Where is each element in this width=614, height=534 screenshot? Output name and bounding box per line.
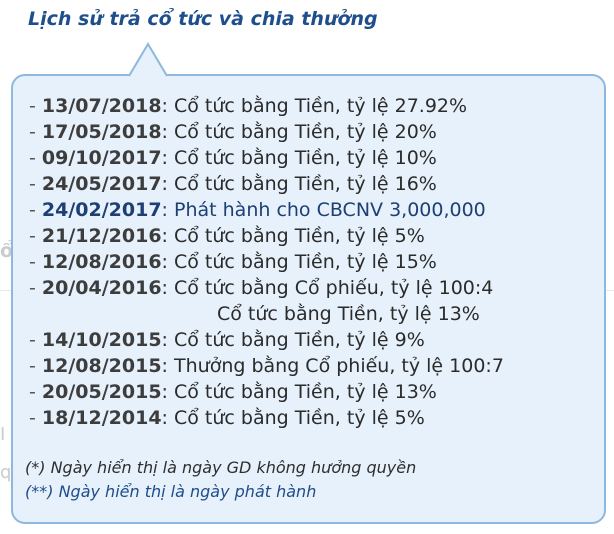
- dividend-row: - 14/10/2015: Cổ tức bằng Tiền, tỷ lệ 9%: [29, 327, 596, 353]
- dividend-description-continued: Cổ tức bằng Tiền, tỷ lệ 13%: [217, 303, 480, 325]
- dividend-row-line: - 12/08/2015: Thưởng bằng Cổ phiếu, tỷ l…: [29, 353, 596, 379]
- dividend-description: Thưởng bằng Cổ phiếu, tỷ lệ 100:7: [174, 355, 504, 377]
- row-separator: :: [161, 277, 174, 299]
- dividend-date: 14/10/2015: [41, 329, 162, 351]
- dividend-history-title: Lịch sử trả cổ tức và chia thưởng: [28, 8, 378, 30]
- dividend-description: Cổ tức bằng Tiền, tỷ lệ 13%: [174, 381, 437, 403]
- row-bullet: -: [29, 407, 42, 429]
- row-separator: :: [161, 95, 174, 117]
- row-separator: :: [161, 355, 174, 377]
- dividend-row-line: - 24/02/2017: Phát hành cho CBCNV 3,000,…: [29, 197, 596, 223]
- row-bullet: -: [29, 381, 42, 403]
- dividend-row: - 12/08/2015: Thưởng bằng Cổ phiếu, tỷ l…: [29, 353, 596, 379]
- row-separator: :: [161, 251, 174, 273]
- notes: (*) Ngày hiển thị là ngày GD không hưởng…: [25, 456, 416, 504]
- row-separator: :: [161, 199, 174, 221]
- row-separator: :: [161, 407, 174, 429]
- row-bullet: -: [29, 251, 42, 273]
- row-separator: :: [161, 225, 174, 247]
- dividend-row-line: - 17/05/2018: Cổ tức bằng Tiền, tỷ lệ 20…: [29, 119, 596, 145]
- row-bullet: -: [29, 121, 42, 143]
- dividend-row-line: - 21/12/2016: Cổ tức bằng Tiền, tỷ lệ 5%: [29, 223, 596, 249]
- dividend-date: 17/05/2018: [41, 121, 162, 143]
- dividend-row: - 20/04/2016: Cổ tức bằng Cổ phiếu, tỷ l…: [29, 275, 596, 327]
- row-separator: :: [161, 121, 174, 143]
- dividend-description: Cổ tức bằng Tiền, tỷ lệ 15%: [174, 251, 437, 273]
- dividend-row: - 13/07/2018: Cổ tức bằng Tiền, tỷ lệ 27…: [29, 93, 596, 119]
- dividend-row: - 09/10/2017: Cổ tức bằng Tiền, tỷ lệ 10…: [29, 145, 596, 171]
- dividend-description: Cổ tức bằng Tiền, tỷ lệ 9%: [174, 329, 425, 351]
- dividend-date: 20/05/2015: [41, 381, 162, 403]
- dividend-row-line: - 14/10/2015: Cổ tức bằng Tiền, tỷ lệ 9%: [29, 327, 596, 353]
- dividend-description: Cổ tức bằng Cổ phiếu, tỷ lệ 100:4: [174, 277, 494, 299]
- dividend-description: Cổ tức bằng Tiền, tỷ lệ 5%: [174, 225, 425, 247]
- note-issue-date: (**) Ngày hiển thị là ngày phát hành: [25, 482, 317, 501]
- dividend-date: 13/07/2018: [41, 95, 162, 117]
- dividend-row: - 21/12/2016: Cổ tức bằng Tiền, tỷ lệ 5%: [29, 223, 596, 249]
- dividend-description: Cổ tức bằng Tiền, tỷ lệ 16%: [174, 173, 437, 195]
- dividend-row-line: - 13/07/2018: Cổ tức bằng Tiền, tỷ lệ 27…: [29, 93, 596, 119]
- dividend-row-line: - 09/10/2017: Cổ tức bằng Tiền, tỷ lệ 10…: [29, 145, 596, 171]
- dividend-date: 24/02/2017: [41, 199, 162, 221]
- row-bullet: -: [29, 355, 42, 377]
- dividend-row: - 24/02/2017: Phát hành cho CBCNV 3,000,…: [29, 197, 596, 223]
- dividend-date: 20/04/2016: [41, 277, 162, 299]
- row-bullet: -: [29, 95, 42, 117]
- row-bullet: -: [29, 199, 42, 221]
- row-bullet: -: [29, 225, 42, 247]
- dividend-description: Cổ tức bằng Tiền, tỷ lệ 27.92%: [174, 95, 468, 117]
- dividend-date: 18/12/2014: [41, 407, 162, 429]
- dividend-description: Cổ tức bằng Tiền, tỷ lệ 5%: [174, 407, 425, 429]
- note-ex-rights-date: (*) Ngày hiển thị là ngày GD không hưởng…: [25, 458, 417, 477]
- dividend-history-popup: - 13/07/2018: Cổ tức bằng Tiền, tỷ lệ 27…: [11, 74, 606, 524]
- dividend-date: 12/08/2015: [41, 355, 162, 377]
- dividend-date: 21/12/2016: [41, 225, 162, 247]
- dividend-row: - 18/12/2014: Cổ tức bằng Tiền, tỷ lệ 5%: [29, 405, 596, 431]
- row-bullet: -: [29, 173, 42, 195]
- dividend-date: 09/10/2017: [41, 147, 162, 169]
- dividend-row: - 24/05/2017: Cổ tức bằng Tiền, tỷ lệ 16…: [29, 171, 596, 197]
- dividend-description: Cổ tức bằng Tiền, tỷ lệ 20%: [174, 121, 437, 143]
- dividend-date: 24/05/2017: [41, 173, 162, 195]
- dividend-row: - 17/05/2018: Cổ tức bằng Tiền, tỷ lệ 20…: [29, 119, 596, 145]
- dividend-row-line: - 18/12/2014: Cổ tức bằng Tiền, tỷ lệ 5%: [29, 405, 596, 431]
- row-separator: :: [161, 329, 174, 351]
- dividend-row: - 20/05/2015: Cổ tức bằng Tiền, tỷ lệ 13…: [29, 379, 596, 405]
- dividend-row-line: - 20/05/2015: Cổ tức bằng Tiền, tỷ lệ 13…: [29, 379, 596, 405]
- row-bullet: -: [29, 329, 42, 351]
- dividend-date: 12/08/2016: [41, 251, 162, 273]
- dividend-row-line: - 12/08/2016: Cổ tức bằng Tiền, tỷ lệ 15…: [29, 249, 596, 275]
- row-bullet: -: [29, 147, 42, 169]
- row-separator: :: [161, 173, 174, 195]
- dividend-history-list: - 13/07/2018: Cổ tức bằng Tiền, tỷ lệ 27…: [29, 93, 596, 431]
- row-separator: :: [161, 381, 174, 403]
- dividend-description: Cổ tức bằng Tiền, tỷ lệ 10%: [174, 147, 437, 169]
- dividend-row-line: - 24/05/2017: Cổ tức bằng Tiền, tỷ lệ 16…: [29, 171, 596, 197]
- dividend-description: Phát hành cho CBCNV 3,000,000: [174, 199, 486, 221]
- row-separator: :: [161, 147, 174, 169]
- dividend-row: - 12/08/2016: Cổ tức bằng Tiền, tỷ lệ 15…: [29, 249, 596, 275]
- row-bullet: -: [29, 277, 42, 299]
- dividend-row-line: - 20/04/2016: Cổ tức bằng Cổ phiếu, tỷ l…: [29, 275, 596, 301]
